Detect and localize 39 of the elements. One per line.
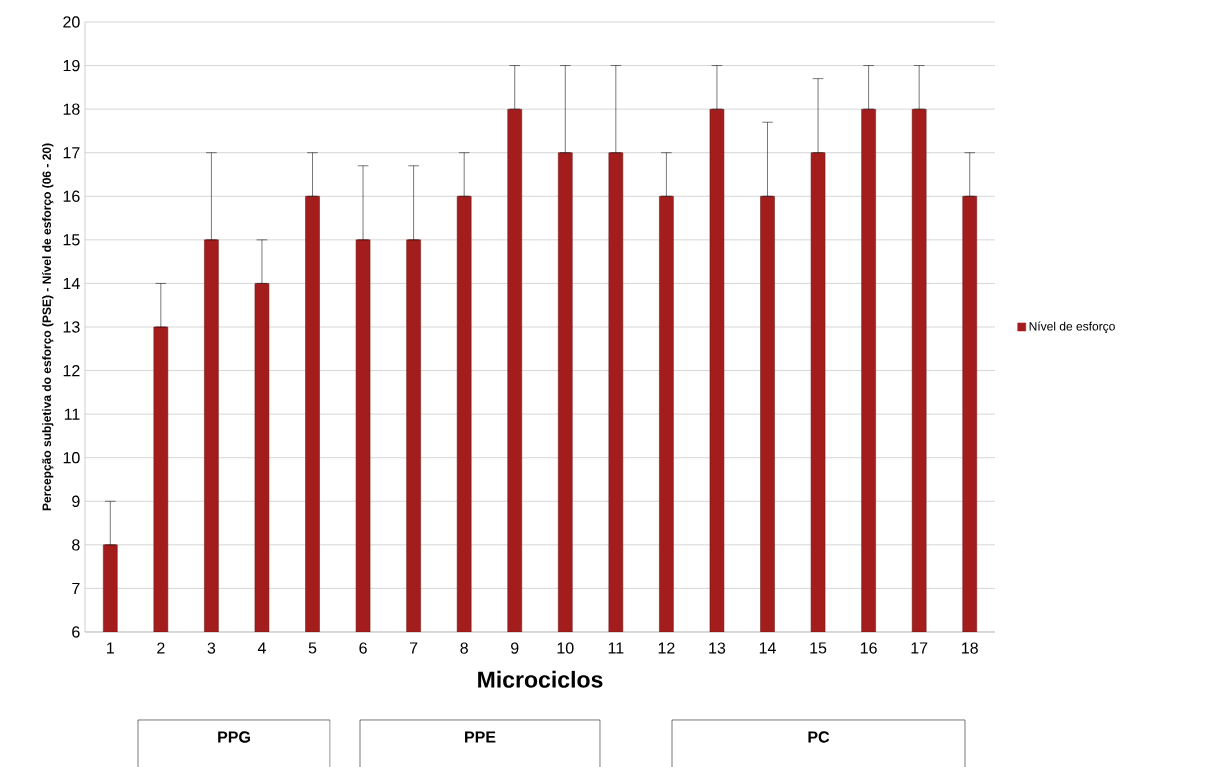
x-tick-label: 9 bbox=[511, 642, 519, 654]
y-tick-label: 14 bbox=[63, 277, 80, 289]
text: PPE bbox=[465, 731, 496, 743]
y-tick-label: 19 bbox=[63, 59, 80, 72]
text: PC bbox=[808, 731, 830, 743]
x-tick-label: 16 bbox=[860, 642, 877, 654]
x-tick-label: 2 bbox=[157, 642, 165, 654]
y-tick-label: 20 bbox=[63, 16, 80, 28]
y-tick-label: 17 bbox=[63, 147, 80, 159]
x-tick-label: 5 bbox=[308, 642, 317, 654]
x-tick-label: 12 bbox=[658, 642, 675, 654]
y-tick-label: 12 bbox=[63, 364, 80, 377]
x-tick-label: 17 bbox=[911, 642, 928, 654]
x-tick-label: 1 bbox=[107, 642, 114, 654]
y-tick-label: 11 bbox=[64, 408, 80, 420]
y-axis-title: Percepção subjetiva do esforço (PSE) - Nível de esforço (06 - 20) bbox=[42, 143, 54, 511]
x-tick-label: 4 bbox=[257, 642, 266, 654]
y-tick-label: 15 bbox=[63, 234, 80, 246]
y-tick-label: 8 bbox=[72, 539, 80, 551]
x-tick-label: 6 bbox=[359, 642, 367, 654]
text: PPG bbox=[218, 731, 250, 743]
x-tick-label: 10 bbox=[557, 642, 574, 654]
y-tick-label: 6 bbox=[72, 626, 80, 638]
x-tick-label: 11 bbox=[608, 642, 624, 654]
legend-label: Nível de esforço bbox=[1029, 321, 1115, 333]
x-tick-label: 18 bbox=[962, 642, 978, 654]
y-tick-label: 16 bbox=[63, 190, 80, 202]
x-tick-label: 8 bbox=[460, 642, 468, 654]
y-tick-label: 10 bbox=[63, 452, 80, 464]
x-tick-label: 13 bbox=[709, 642, 726, 654]
y-tick-label: 18 bbox=[63, 103, 80, 115]
x-tick-label: 7 bbox=[409, 642, 418, 654]
x-tick-label: 14 bbox=[759, 642, 776, 654]
x-axis-title: Microciclos bbox=[478, 670, 603, 688]
x-tick-label: 15 bbox=[810, 642, 827, 654]
y-tick-label: 7 bbox=[72, 582, 80, 594]
y-tick-label: 13 bbox=[63, 321, 80, 333]
y-tick-label: 9 bbox=[72, 495, 80, 507]
x-tick-label: 3 bbox=[207, 642, 216, 654]
